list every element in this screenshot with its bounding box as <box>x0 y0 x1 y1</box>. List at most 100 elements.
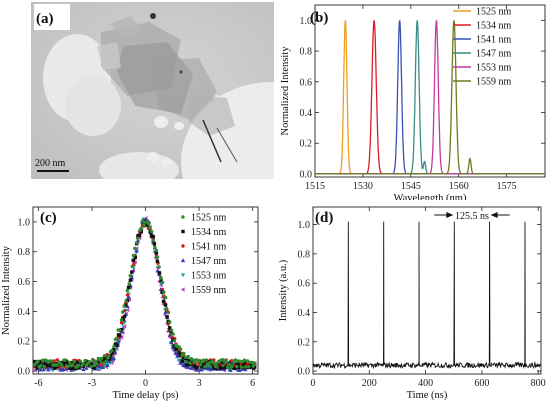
data-point <box>61 367 66 372</box>
data-point <box>121 317 125 321</box>
x-axis-label: Time (ns) <box>407 390 448 401</box>
data-point <box>199 367 204 372</box>
arrowhead <box>490 212 498 219</box>
data-point <box>168 320 172 324</box>
data-point <box>221 360 225 365</box>
data-point <box>127 282 131 286</box>
data-point <box>165 315 169 319</box>
data-point <box>149 229 154 234</box>
pulse-trace <box>312 221 541 370</box>
data-point <box>126 285 131 290</box>
data-point <box>252 362 257 366</box>
data-point <box>64 360 69 364</box>
data-point <box>89 364 93 369</box>
panel-label-d: (d) <box>315 210 333 226</box>
x-tick-label: 6 <box>250 378 255 389</box>
pulse-train-chart: 0 200 400 600 800 0.0 0.2 0.4 0.6 0.8 1.0 Time (ns)… <box>278 206 546 401</box>
y-tick-label: 0.0 <box>298 367 311 378</box>
data-point <box>203 364 207 369</box>
data-point <box>81 362 85 366</box>
data-point <box>55 363 60 367</box>
y-tick-label: 0.8 <box>298 249 311 260</box>
data-point <box>178 347 183 351</box>
y-axis-label: Normalized Intensity <box>280 46 291 136</box>
data-point <box>161 299 166 304</box>
data-point <box>92 365 96 370</box>
data-point <box>72 359 76 363</box>
data-point <box>163 309 168 314</box>
data-point <box>210 359 214 363</box>
data-point <box>130 264 134 269</box>
data-point <box>224 365 228 369</box>
y-tick-label: 0.2 <box>298 337 311 348</box>
x-tick-label: 0 <box>143 378 148 389</box>
data-point <box>75 360 80 365</box>
data-point <box>102 353 107 358</box>
x-tick-label: 600 <box>474 378 489 389</box>
y-tick-label: 1.0 <box>18 217 31 228</box>
x-tick-label: 0 <box>311 378 316 389</box>
data-point <box>38 364 43 368</box>
data-point <box>36 359 40 364</box>
legend-label: 1541 nm <box>476 35 512 46</box>
data-point <box>136 236 140 240</box>
data-point <box>135 241 139 245</box>
data-point <box>38 359 43 364</box>
data-point <box>180 287 185 292</box>
data-point <box>110 350 114 354</box>
data-point <box>230 364 234 368</box>
data-point <box>181 229 185 234</box>
data-point <box>160 290 164 294</box>
data-point <box>133 255 137 260</box>
data-point <box>219 365 223 370</box>
data-point <box>159 276 163 280</box>
data-point <box>233 358 238 362</box>
x-tick-label: 1575 <box>497 181 517 192</box>
data-point <box>237 368 242 372</box>
data-point <box>173 350 178 355</box>
y-tick-label: 0.2 <box>300 139 313 150</box>
data-point <box>198 363 203 367</box>
data-point <box>185 363 189 367</box>
data-point <box>126 294 131 299</box>
data-point <box>246 364 251 369</box>
data-point <box>207 360 212 365</box>
data-point <box>132 260 137 265</box>
y-tick-label: 0.6 <box>300 77 313 88</box>
x-tick-label: -6 <box>34 378 42 389</box>
data-point <box>180 359 185 363</box>
data-point <box>188 366 194 370</box>
period-annotation: 125.5 ns <box>455 211 489 222</box>
data-point <box>181 244 185 248</box>
data-point <box>110 348 114 353</box>
data-point <box>122 321 127 325</box>
data-point <box>101 359 105 363</box>
legend-label: 1553 nm <box>476 63 512 74</box>
autocorrelation-panel: -6 -3 0 3 6 0.0 0.2 0.4 0.6 0.8 1.0 Time delay (ps)… <box>0 200 275 401</box>
y-tick-label: 0.4 <box>298 308 311 319</box>
data-point <box>83 358 87 363</box>
data-point <box>125 307 130 313</box>
data-point <box>125 293 130 297</box>
data-point <box>239 365 244 369</box>
pulse-train-panel: 0 200 400 600 800 0.0 0.2 0.4 0.6 0.8 1.0 Time (ns)… <box>278 200 550 401</box>
data-point <box>94 359 98 363</box>
data-point <box>107 357 112 361</box>
data-point <box>102 357 107 361</box>
y-tick-label: 0.4 <box>18 307 31 318</box>
data-point <box>186 365 191 369</box>
y-tick-label: 0.6 <box>298 279 311 290</box>
y-tick-label: 0.8 <box>300 47 313 58</box>
data-point <box>78 359 83 363</box>
data-point <box>235 364 239 369</box>
legend-label: 1534 nm <box>476 21 512 32</box>
data-point <box>141 219 145 223</box>
data-point <box>91 357 95 362</box>
data-point <box>237 365 242 370</box>
data-point <box>163 303 168 307</box>
data-point <box>116 338 121 343</box>
data-point <box>213 364 218 369</box>
data-point <box>243 365 248 369</box>
autocorrelation-chart: -6 -3 0 3 6 0.0 0.2 0.4 0.6 0.8 1.0 Time delay (ps)… <box>1 206 259 401</box>
y-axis-label: Intensity (a.u.) <box>278 259 289 321</box>
